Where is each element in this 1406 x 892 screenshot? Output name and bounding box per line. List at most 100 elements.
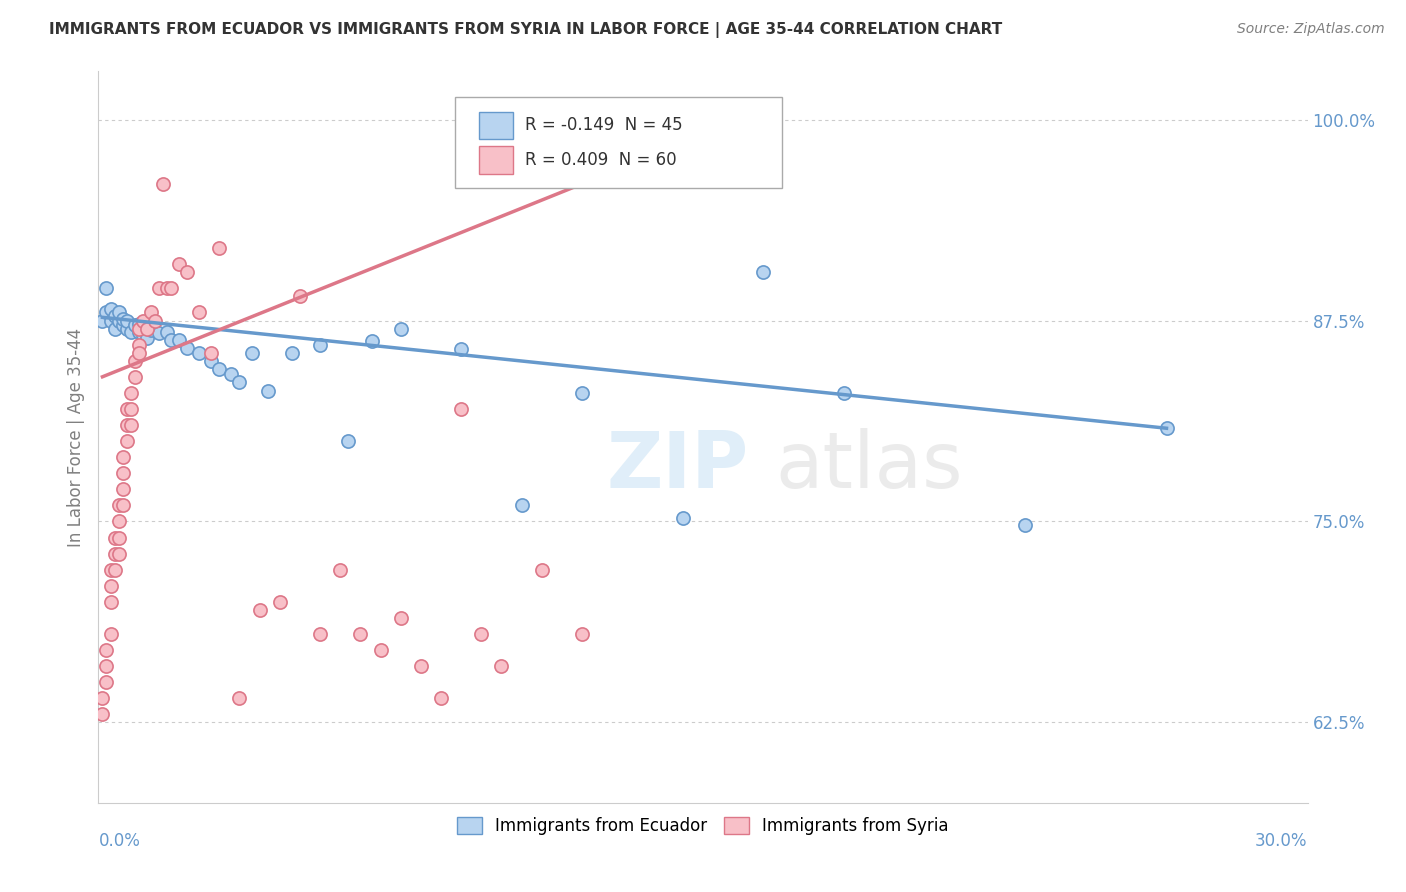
Point bbox=[132, 313, 155, 327]
Point bbox=[115, 417, 138, 432]
Point bbox=[111, 467, 134, 481]
Point bbox=[530, 563, 553, 577]
Point bbox=[167, 333, 190, 347]
Point bbox=[188, 345, 211, 359]
Point bbox=[228, 691, 250, 706]
Point bbox=[208, 241, 231, 255]
Point bbox=[430, 691, 453, 706]
Y-axis label: In Labor Force | Age 35-44: In Labor Force | Age 35-44 bbox=[66, 327, 84, 547]
Point bbox=[329, 563, 352, 577]
Point bbox=[240, 345, 263, 359]
Point bbox=[100, 579, 122, 593]
Point bbox=[107, 531, 129, 545]
Bar bbox=[479, 146, 513, 174]
FancyBboxPatch shape bbox=[456, 97, 782, 188]
Point bbox=[120, 325, 142, 339]
Point bbox=[309, 627, 332, 641]
Point bbox=[115, 434, 138, 449]
Text: R = 0.409  N = 60: R = 0.409 N = 60 bbox=[526, 151, 676, 169]
Point bbox=[128, 321, 150, 335]
Point bbox=[148, 326, 170, 341]
Point bbox=[100, 313, 122, 327]
Point bbox=[152, 177, 174, 191]
Point bbox=[450, 343, 472, 357]
Point bbox=[470, 627, 492, 641]
Point bbox=[176, 265, 198, 279]
Point bbox=[200, 353, 222, 368]
Point bbox=[156, 281, 179, 295]
Point bbox=[132, 328, 155, 343]
Point bbox=[409, 659, 432, 673]
Point bbox=[135, 321, 157, 335]
Point bbox=[103, 547, 125, 561]
Point bbox=[309, 337, 332, 351]
Bar bbox=[479, 112, 513, 139]
Point bbox=[115, 313, 138, 327]
Point bbox=[120, 385, 142, 400]
Text: atlas: atlas bbox=[776, 428, 963, 504]
Point bbox=[96, 281, 118, 295]
Point bbox=[349, 627, 371, 641]
Point bbox=[128, 337, 150, 351]
Text: ZIP: ZIP bbox=[606, 428, 748, 504]
Point bbox=[128, 317, 150, 331]
Point bbox=[337, 434, 360, 449]
Point bbox=[91, 707, 114, 722]
Point bbox=[288, 289, 311, 303]
Point bbox=[91, 691, 114, 706]
Point bbox=[156, 325, 179, 339]
Point bbox=[115, 321, 138, 335]
Point bbox=[221, 367, 243, 381]
Point bbox=[103, 309, 125, 323]
Point bbox=[571, 627, 593, 641]
Point bbox=[160, 333, 183, 347]
Point bbox=[100, 595, 122, 609]
Point bbox=[249, 603, 271, 617]
Point bbox=[96, 305, 118, 319]
Point bbox=[111, 318, 134, 333]
Point bbox=[143, 313, 166, 327]
Point bbox=[96, 659, 118, 673]
Point bbox=[91, 313, 114, 327]
Point bbox=[832, 385, 855, 400]
Point bbox=[1156, 421, 1178, 435]
Point bbox=[256, 384, 278, 399]
Point bbox=[208, 361, 231, 376]
Point bbox=[281, 345, 304, 359]
Point bbox=[135, 331, 157, 345]
Point bbox=[200, 345, 222, 359]
Text: IMMIGRANTS FROM ECUADOR VS IMMIGRANTS FROM SYRIA IN LABOR FORCE | AGE 35-44 CORR: IMMIGRANTS FROM ECUADOR VS IMMIGRANTS FR… bbox=[49, 22, 1002, 38]
Point bbox=[103, 563, 125, 577]
Text: 0.0%: 0.0% bbox=[98, 831, 141, 850]
Point bbox=[128, 325, 150, 339]
Point bbox=[111, 499, 134, 513]
Point bbox=[128, 345, 150, 359]
Point bbox=[120, 401, 142, 416]
Point bbox=[107, 305, 129, 319]
Point bbox=[167, 257, 190, 271]
Point bbox=[228, 375, 250, 389]
Point bbox=[103, 321, 125, 335]
Point bbox=[100, 627, 122, 641]
Legend: Immigrants from Ecuador, Immigrants from Syria: Immigrants from Ecuador, Immigrants from… bbox=[450, 811, 956, 842]
Point bbox=[115, 401, 138, 416]
Point bbox=[389, 321, 412, 335]
Point bbox=[370, 643, 392, 657]
Point bbox=[361, 334, 384, 349]
Point bbox=[124, 318, 146, 333]
Text: Source: ZipAtlas.com: Source: ZipAtlas.com bbox=[1237, 22, 1385, 37]
Point bbox=[491, 659, 513, 673]
Point bbox=[450, 401, 472, 416]
Point bbox=[107, 313, 129, 327]
Point bbox=[107, 547, 129, 561]
Point bbox=[176, 341, 198, 355]
Point bbox=[124, 353, 146, 368]
Point bbox=[124, 369, 146, 384]
Point bbox=[111, 312, 134, 326]
Point bbox=[160, 281, 183, 295]
Point bbox=[510, 499, 533, 513]
Point bbox=[111, 450, 134, 465]
Point bbox=[188, 305, 211, 319]
Point bbox=[1014, 517, 1036, 532]
Point bbox=[107, 499, 129, 513]
